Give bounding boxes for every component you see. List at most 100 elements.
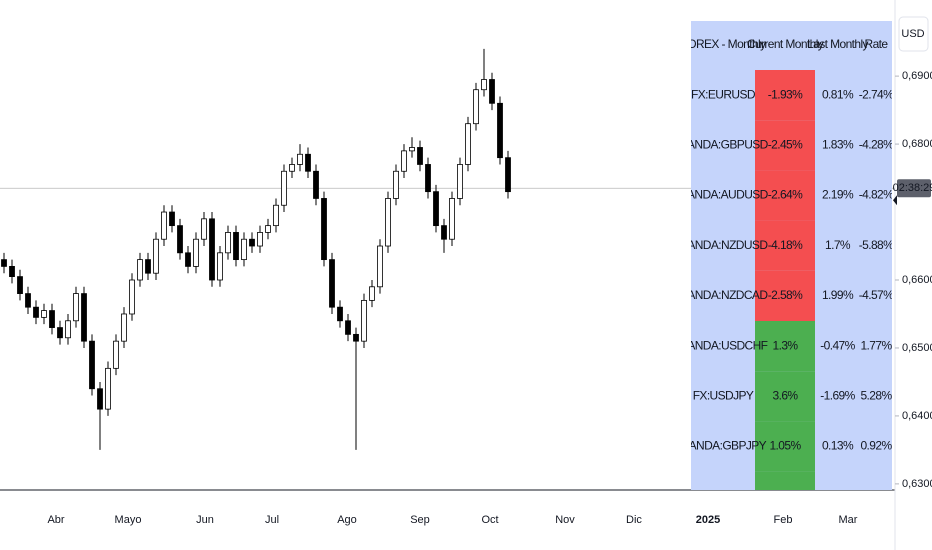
candle-body bbox=[409, 147, 415, 152]
candle-body bbox=[281, 170, 287, 206]
candle-body bbox=[313, 170, 319, 199]
table-cell: -2.45% bbox=[768, 137, 803, 151]
table-cell: 1.05% bbox=[769, 439, 801, 453]
candle-body bbox=[217, 252, 223, 281]
table-header: FOREX - Monthly bbox=[680, 37, 766, 51]
x-tick-label: Abr bbox=[47, 514, 64, 526]
table-cell: 1.3% bbox=[773, 338, 799, 352]
table-cell: 0.92% bbox=[860, 439, 892, 453]
x-tick-label: Sep bbox=[410, 514, 430, 526]
table-cell: -2.74% bbox=[859, 87, 894, 101]
candle-body bbox=[57, 327, 63, 339]
candle-body bbox=[329, 259, 335, 308]
current-cell bbox=[755, 371, 815, 422]
table-header: Rate bbox=[865, 37, 889, 51]
x-tick-label: Jun bbox=[196, 514, 214, 526]
candle-body bbox=[505, 157, 511, 193]
candle-body bbox=[481, 79, 487, 91]
candle-body bbox=[17, 276, 23, 294]
candle-body bbox=[249, 238, 255, 247]
table-cell: 1.99% bbox=[822, 288, 854, 302]
candle-body bbox=[73, 293, 79, 322]
candle-body bbox=[337, 306, 343, 322]
table-cell: -4.18% bbox=[768, 238, 803, 252]
countdown-pointer bbox=[893, 195, 897, 206]
y-tick-label: 0,66000 bbox=[902, 274, 932, 286]
candle-body bbox=[369, 286, 375, 301]
candle-body bbox=[297, 153, 303, 165]
candle-body bbox=[89, 340, 95, 390]
candle-body bbox=[305, 153, 311, 172]
candle-body bbox=[9, 266, 15, 278]
table-cell: 0.13% bbox=[822, 439, 854, 453]
table-cell: -4.57% bbox=[859, 288, 894, 302]
candle-body bbox=[393, 170, 399, 199]
table-cell: -4.28% bbox=[859, 137, 894, 151]
candle-body bbox=[257, 232, 263, 247]
candle-body bbox=[201, 218, 207, 240]
candle-body bbox=[41, 310, 47, 318]
current-cell bbox=[755, 421, 815, 472]
currency-button[interactable] bbox=[898, 16, 929, 52]
table-cell: -2.58% bbox=[768, 288, 803, 302]
table-cell: OANDA:NZDUSD bbox=[679, 238, 769, 252]
candle-body bbox=[465, 123, 471, 165]
candle-body bbox=[145, 259, 151, 274]
countdown-tag bbox=[897, 179, 931, 198]
candle-body bbox=[33, 306, 39, 318]
table-cell: OANDA:AUDUSD bbox=[678, 188, 768, 202]
candle-body bbox=[65, 320, 71, 339]
candle-body bbox=[121, 313, 127, 342]
candle-body bbox=[433, 191, 439, 227]
candle-body bbox=[321, 198, 327, 261]
table-cell: OANDA:USDCHF bbox=[679, 338, 768, 352]
candle-body bbox=[81, 293, 87, 342]
candle-body bbox=[169, 211, 175, 227]
candle-body bbox=[473, 89, 479, 125]
table-cell: 1.83% bbox=[822, 137, 854, 151]
candle-body bbox=[193, 238, 199, 267]
candle-body bbox=[497, 102, 503, 159]
table-cell: 1.77% bbox=[860, 338, 892, 352]
currency-label: USD bbox=[901, 28, 924, 40]
candle-body bbox=[225, 232, 231, 254]
candle-body bbox=[361, 299, 367, 342]
candle-body bbox=[49, 310, 55, 328]
table-cell: 0.81% bbox=[822, 87, 854, 101]
candle-body bbox=[129, 279, 135, 315]
x-tick-label: Mayo bbox=[115, 514, 142, 526]
table-cell: 2.19% bbox=[822, 188, 854, 202]
candle-body bbox=[241, 238, 247, 261]
table-cell: -1.93% bbox=[768, 87, 803, 101]
y-tick-label: 0,65000 bbox=[902, 342, 932, 354]
current-cell bbox=[755, 321, 815, 372]
current-cell bbox=[755, 220, 815, 271]
table-cell: -4.82% bbox=[859, 188, 894, 202]
candle-body bbox=[233, 232, 239, 261]
current-cell bbox=[755, 471, 815, 490]
y-tick-label: 0,68000 bbox=[902, 138, 932, 150]
x-tick-label: 2025 bbox=[696, 514, 720, 526]
current-cell bbox=[755, 120, 815, 171]
candle-body bbox=[185, 252, 191, 267]
table-cell: OANDA:GBPUSD bbox=[678, 137, 768, 151]
table-cell: 3.6% bbox=[773, 388, 799, 402]
countdown: 02:38:29 bbox=[893, 182, 932, 194]
x-tick-label: Jul bbox=[265, 514, 279, 526]
x-tick-label: Ago bbox=[337, 514, 357, 526]
x-tick-label: Feb bbox=[774, 514, 793, 526]
current-cell bbox=[755, 270, 815, 321]
candle-body bbox=[1, 259, 7, 267]
x-tick-label: Dic bbox=[626, 514, 642, 526]
x-tick-label: Mar bbox=[839, 514, 858, 526]
x-tick-label: Nov bbox=[555, 514, 575, 526]
candle-body bbox=[265, 225, 271, 233]
current-cell bbox=[755, 70, 815, 121]
table-cell: -0.47% bbox=[820, 338, 855, 352]
y-tick-label: 0,63000 bbox=[902, 478, 932, 490]
table-cell: FX:EURUSD bbox=[691, 87, 756, 101]
candle-body bbox=[177, 225, 183, 254]
candle-body bbox=[161, 211, 167, 240]
